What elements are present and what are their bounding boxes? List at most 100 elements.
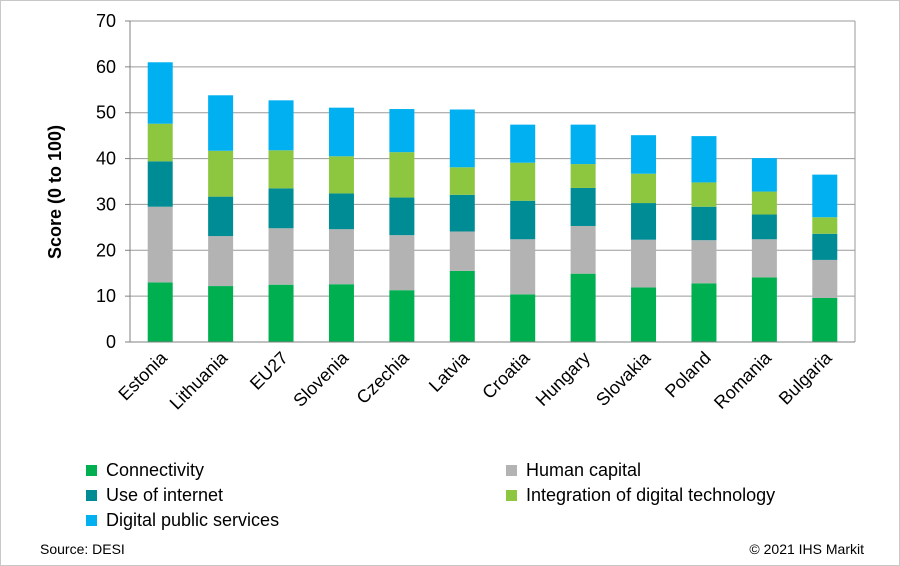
bar-segment-digital-public-services [751,158,777,192]
bar-segment-integration-of-digital-technology [389,152,415,198]
legend-label-integration: Integration of digital technology [526,485,776,505]
bar-segment-use-of-internet [328,193,354,230]
bar-segment-human-capital [268,228,294,285]
legend-item-human-capital: Human capital [506,460,641,481]
bar-segment-integration-of-digital-technology [328,156,354,194]
x-tick-label: Hungary [532,348,594,410]
x-tick-label: Latvia [425,347,474,396]
x-tick-label: Lithuania [166,347,233,414]
bar-segment-human-capital [389,235,415,291]
bar-segment-use-of-internet [510,200,536,240]
bar-segment-connectivity [751,277,777,342]
y-tick-label: 20 [96,240,116,260]
y-tick-label: 50 [96,103,116,123]
bars [147,62,838,342]
bar-segment-integration-of-digital-technology [147,123,173,162]
bar-segment-digital-public-services [570,124,596,165]
bar-segment-connectivity [570,273,596,342]
legend-item-integration: Integration of digital technology [506,485,775,506]
gridlines [130,20,855,297]
bar-segment-human-capital [147,206,173,283]
x-tick-label: Croatia [478,347,534,403]
legend-swatch-connectivity [86,465,97,476]
bar-segment-connectivity [328,284,354,342]
bar-segment-integration-of-digital-technology [208,150,234,197]
bar-segment-human-capital [691,240,717,284]
legend-item-digital-public-services: Digital public services [86,510,279,531]
bar-segment-human-capital [631,239,657,288]
y-axis-label: Score (0 to 100) [45,125,65,259]
legend-label-use-of-internet: Use of internet [106,485,224,505]
x-tick-label: Czechia [353,347,414,408]
y-tick-label: 0 [106,332,116,352]
bar-segment-human-capital [208,236,234,287]
bar-segment-use-of-internet [147,161,173,207]
y-tick-label: 10 [96,286,116,306]
x-tick-label: Romania [710,347,776,413]
bar-segment-use-of-internet [449,194,475,232]
bar-segment-integration-of-digital-technology [691,182,717,207]
y-tick-label: 60 [96,57,116,77]
bar-segment-use-of-internet [812,233,838,260]
y-tick-label: 70 [96,11,116,31]
bar-segment-human-capital [570,225,596,274]
y-tick-label: 30 [96,194,116,214]
legend-swatch-integration [506,490,517,501]
legend-swatch-digital-public-services [86,515,97,526]
bar-segment-human-capital [449,231,475,271]
bar-segment-human-capital [751,239,777,278]
x-tick-label: Poland [661,348,715,402]
x-tick-label: Slovenia [289,347,353,411]
bar-segment-connectivity [510,294,536,342]
bar-segment-connectivity [449,270,475,342]
bar-segment-integration-of-digital-technology [631,173,657,204]
bar-segment-connectivity [268,284,294,342]
bar-segment-connectivity [812,297,838,342]
bar-segment-integration-of-digital-technology [812,217,838,234]
legend-item-use-of-internet: Use of internet [86,485,223,506]
bar-segment-digital-public-services [389,109,415,153]
legend-label-connectivity: Connectivity [106,460,205,480]
legend-swatch-use-of-internet [86,490,97,501]
bar-segment-digital-public-services [328,107,354,157]
bar-segment-human-capital [328,229,354,285]
bar-segment-digital-public-services [268,100,294,151]
bar-segment-use-of-internet [268,188,294,229]
legend-label-digital-public-services: Digital public services [106,510,280,530]
x-tick-label: EU27 [246,348,292,394]
bar-segment-digital-public-services [449,109,475,168]
legend-label-human-capital: Human capital [526,460,642,480]
bar-segment-connectivity [208,286,234,342]
bar-segment-human-capital [812,259,838,298]
x-tick-label: Slovakia [592,347,655,410]
bar-segment-use-of-internet [208,196,234,237]
legend-swatch-human-capital [506,465,517,476]
x-tick-label: Bulgaria [775,347,837,409]
bar-segment-use-of-internet [631,203,657,240]
bar-segment-connectivity [631,287,657,342]
bar-segment-digital-public-services [510,124,536,163]
bar-segment-digital-public-services [147,62,173,124]
bar-segment-connectivity [389,290,415,342]
bar-segment-integration-of-digital-technology [510,162,536,201]
y-tick-label: 40 [96,149,116,169]
bar-segment-human-capital [510,239,536,295]
bar-segment-digital-public-services [812,174,838,218]
bar-segment-integration-of-digital-technology [449,167,475,195]
bar-segment-digital-public-services [691,136,717,183]
bar-segment-use-of-internet [691,206,717,241]
legend-item-connectivity: Connectivity [86,460,204,481]
bar-segment-integration-of-digital-technology [268,150,294,189]
x-tick-label: Estonia [114,347,171,404]
copyright-note: © 2021 IHS Markit [749,541,864,557]
bar-segment-connectivity [147,282,173,342]
bar-segment-use-of-internet [751,214,777,240]
bar-segment-use-of-internet [570,187,596,226]
source-note: Source: DESI [40,541,125,557]
bar-segment-use-of-internet [389,197,415,236]
bar-segment-digital-public-services [631,135,657,174]
bar-segment-integration-of-digital-technology [570,164,596,188]
bar-segment-digital-public-services [208,95,234,151]
bar-segment-integration-of-digital-technology [751,191,777,215]
